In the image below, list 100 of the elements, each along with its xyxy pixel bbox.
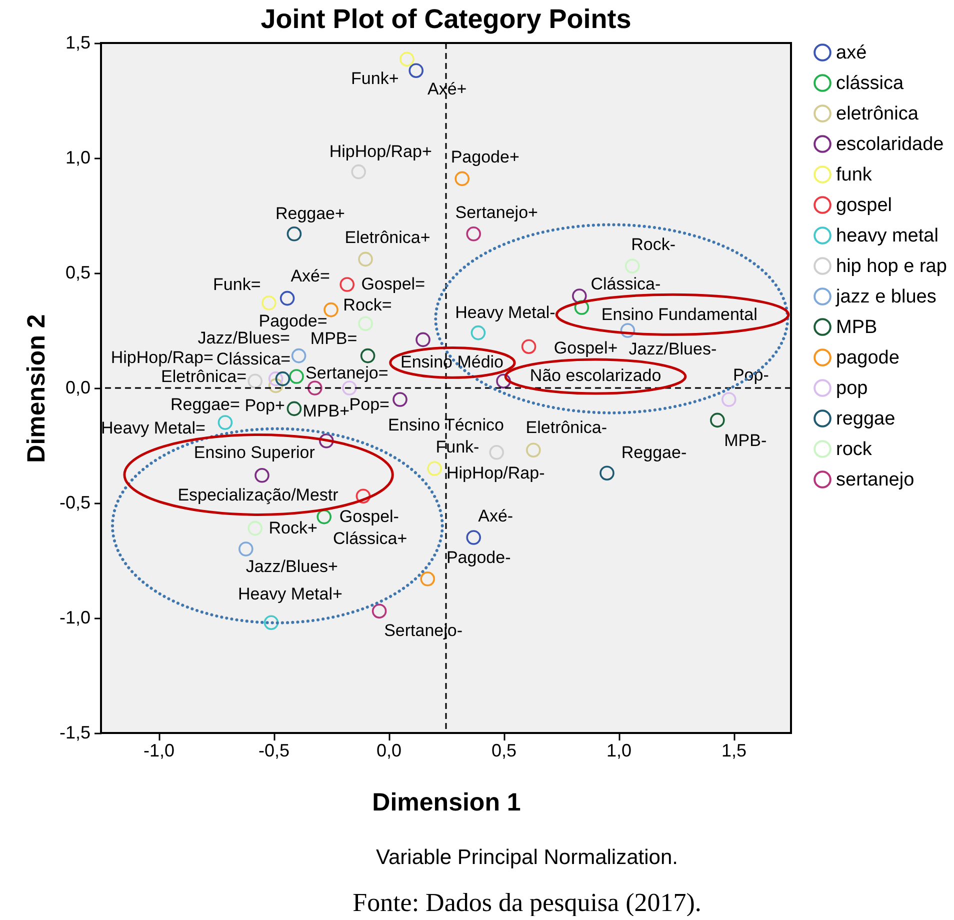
x-tick-label: 1,5 (721, 740, 747, 760)
annotation: Sertanejo- (384, 621, 463, 640)
annotation: Clássica= (216, 350, 291, 368)
y-tick-label: 0,5 (65, 262, 90, 282)
point (275, 371, 290, 386)
point (600, 466, 614, 480)
annotation: Axé= (290, 266, 330, 286)
point (572, 288, 587, 304)
point (291, 348, 306, 364)
point (356, 488, 371, 504)
point (470, 325, 486, 340)
point (400, 52, 414, 66)
point (358, 316, 373, 331)
point (408, 63, 424, 78)
point (280, 290, 295, 306)
legend-label: eletrônica (836, 104, 919, 124)
annotation: Gospel+ (554, 338, 618, 358)
point (254, 468, 270, 483)
annotation: Sertanejo+ (455, 202, 538, 222)
legend-label: rock (836, 439, 872, 460)
point (466, 226, 481, 242)
annotation: Sertanejo= (306, 364, 388, 382)
annotation: Ensino Superior (194, 442, 316, 462)
annotation: Reggae+ (275, 204, 346, 223)
annotation: Jazz/Blues+ (246, 557, 338, 576)
legend-label: pagode (836, 348, 900, 368)
point (489, 445, 504, 460)
x-tick-label: 1,0 (606, 740, 632, 760)
annotation: Eletrônica= (161, 367, 247, 386)
y-axis-title: Dimension 2 (22, 314, 50, 463)
legend-label: axé (836, 42, 867, 64)
point (248, 520, 262, 536)
x-axis-title: Dimension 1 (372, 788, 521, 816)
point (308, 380, 322, 396)
annotation: Jazz/Blues- (628, 340, 717, 358)
point (710, 412, 725, 428)
point (248, 374, 262, 388)
point (340, 277, 354, 292)
text: Variable Principal Normalization. (376, 846, 678, 869)
annotation: Axé+ (427, 80, 467, 99)
annotation: Heavy Metal= (100, 418, 206, 438)
point (286, 226, 302, 242)
annotation: Pagode+ (450, 148, 520, 167)
point (420, 572, 435, 586)
x-tick-label: 0,0 (376, 740, 402, 760)
point (620, 323, 636, 338)
point (218, 415, 233, 430)
annotation: Pagode- (446, 548, 511, 567)
annotation: Pagode= (258, 311, 328, 330)
point (289, 369, 304, 384)
point (624, 258, 640, 274)
annotation: Gospel- (339, 507, 399, 526)
annotation: MPB+ (302, 402, 350, 421)
legend-label: reggae (836, 408, 896, 430)
point (454, 171, 470, 186)
annotation: Reggae- (621, 443, 687, 462)
annotation: Heavy Metal- (455, 302, 556, 322)
legend-label: MPB (836, 317, 878, 338)
legend-label: hip hop e rap (836, 256, 947, 277)
point (574, 300, 590, 315)
annotation: Eletrônica- (526, 418, 608, 438)
legend-label: escolaridade (836, 134, 944, 155)
point (360, 348, 376, 364)
y-tick-label: -1,0 (59, 608, 90, 628)
annotation: Eletrônica+ (344, 228, 430, 248)
point (342, 380, 357, 396)
point (319, 434, 334, 448)
legend-label: jazz e blues (835, 286, 936, 308)
point (351, 164, 366, 180)
point (372, 604, 387, 618)
point (264, 615, 279, 630)
legend-label: pop (836, 378, 868, 399)
point (416, 332, 430, 348)
legend-label: gospel (836, 195, 892, 216)
y-tick-label: -0,5 (59, 492, 90, 512)
chart-title: Joint Plot of Category Points (260, 4, 632, 34)
legend-label: heavy metal (836, 226, 938, 246)
point (268, 378, 284, 394)
x-tick-label: 0,5 (491, 740, 517, 760)
annotation: Ensino Técnico (388, 416, 504, 434)
point (521, 339, 536, 354)
annotation: Não escolarizado (530, 366, 662, 386)
point (466, 530, 481, 545)
annotation: Clássica+ (333, 528, 408, 548)
x-tick-label: -1,0 (143, 740, 175, 760)
annotation: MPB= (310, 328, 358, 348)
y-tick-label: 1,0 (65, 148, 90, 168)
legend-label: funk (836, 164, 872, 186)
x-tick-label: -0,5 (258, 740, 290, 760)
annotation: HipHop/Rap= (110, 348, 214, 368)
point (316, 509, 332, 524)
point (238, 542, 254, 556)
point (286, 401, 302, 416)
point (358, 252, 373, 267)
legend-label: clássica (836, 73, 904, 94)
annotation: Ensino Médio (400, 352, 504, 372)
annotation: MPB- (724, 431, 767, 450)
point (262, 296, 276, 310)
point (268, 371, 284, 386)
annotation: Rock+ (268, 518, 318, 538)
